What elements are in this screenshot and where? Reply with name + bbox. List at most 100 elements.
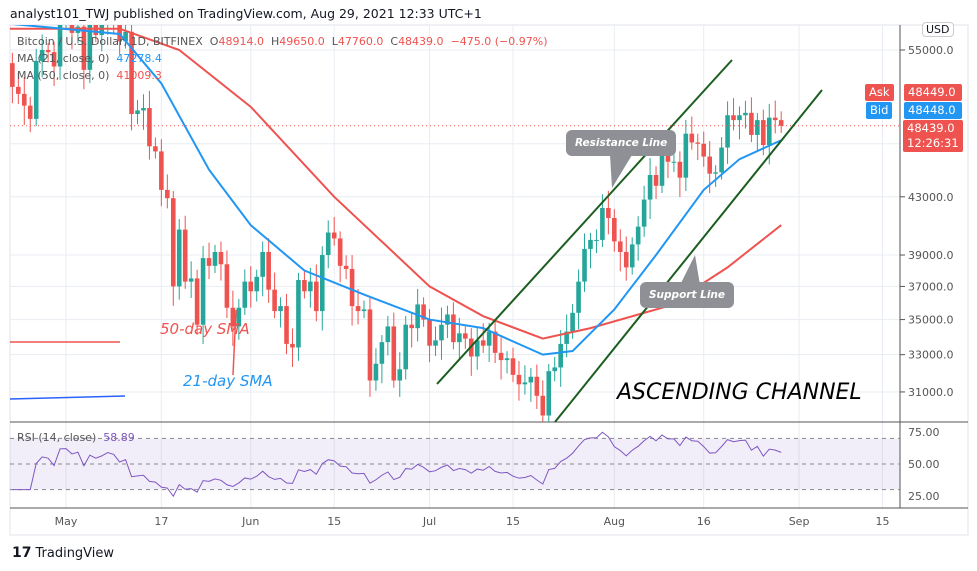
candle-body xyxy=(254,276,260,292)
candle-body xyxy=(331,232,337,239)
ask-price: 48449.0 xyxy=(904,84,962,101)
candle-body xyxy=(522,382,528,385)
candle-body xyxy=(284,306,289,344)
candle-body xyxy=(272,289,277,312)
y-tick-label: 35000.0 xyxy=(908,314,954,327)
candle-body xyxy=(528,376,534,383)
candle-body xyxy=(194,278,200,325)
open-value: 48914.0 xyxy=(218,35,264,48)
candle-body xyxy=(480,340,486,346)
candle-body xyxy=(677,161,683,178)
candle-body xyxy=(564,331,569,344)
candle-body xyxy=(433,340,438,346)
candle-body xyxy=(486,331,492,346)
candle-body xyxy=(373,363,379,381)
candle-body xyxy=(445,314,450,325)
low-value: 47760.0 xyxy=(337,35,384,48)
channel-label: ASCENDING CHANNEL xyxy=(617,380,862,405)
candle-body xyxy=(69,25,75,33)
candle-body xyxy=(188,278,194,282)
y-tick-label: 39000.0 xyxy=(908,249,954,262)
candle-body xyxy=(492,331,498,353)
tradingview-logo-icon: 17 xyxy=(12,545,32,561)
rsi-tick-label: 25.00 xyxy=(908,490,940,503)
candle-body xyxy=(302,280,307,292)
candle-body xyxy=(165,189,170,199)
candle-body xyxy=(451,314,456,343)
resistance-callout: Resistance Line xyxy=(566,130,677,156)
candle-body xyxy=(39,50,45,61)
candle-body xyxy=(81,26,87,70)
x-tick-label: Sep xyxy=(789,515,810,528)
candle-body xyxy=(576,281,581,313)
bid-price: 48448.0 xyxy=(904,102,962,119)
candle-body xyxy=(319,255,325,312)
candle-body xyxy=(105,9,110,24)
candle-body xyxy=(665,152,671,162)
candle-body xyxy=(766,117,772,146)
candle-body xyxy=(343,265,349,269)
candle-body xyxy=(641,199,647,227)
ask-label: Ask xyxy=(865,84,894,101)
candle-body xyxy=(731,115,736,121)
candle-body xyxy=(421,304,426,320)
x-tick-label: 15 xyxy=(327,515,341,528)
candle-body xyxy=(612,217,617,242)
candle-body xyxy=(224,264,230,308)
candles xyxy=(4,9,784,422)
candle-body xyxy=(355,306,361,312)
candle-body xyxy=(463,333,468,339)
candle-body xyxy=(290,343,295,348)
legend-rsi: RSI (14, close) 58.89 xyxy=(17,431,135,444)
x-tick-label: Jun xyxy=(241,515,259,528)
support-callout: Support Line xyxy=(640,282,735,308)
candle-body xyxy=(755,120,760,135)
candle-body xyxy=(135,110,140,115)
currency-badge[interactable]: USD xyxy=(922,22,954,37)
candle-body xyxy=(391,326,397,381)
x-tick-label: 17 xyxy=(154,515,168,528)
candle-body xyxy=(725,115,730,148)
candle-body xyxy=(778,120,784,126)
candle-body xyxy=(182,229,188,282)
candle-body xyxy=(57,25,63,67)
candle-body xyxy=(212,251,218,266)
x-tick-label: May xyxy=(55,515,78,528)
x-tick-label: 16 xyxy=(697,515,711,528)
candle-body xyxy=(147,108,152,147)
ma21-line xyxy=(11,25,782,356)
support-callout-pointer xyxy=(680,255,700,285)
footer-brand[interactable]: 17 TradingView xyxy=(12,545,114,561)
candle-body xyxy=(10,63,15,87)
candle-body xyxy=(248,281,254,292)
bar-countdown: 12:26:31 xyxy=(907,136,959,150)
sma21-marker-line xyxy=(9,395,126,400)
c-label: C xyxy=(390,35,399,48)
candle-body xyxy=(516,374,522,385)
candle-body xyxy=(16,86,21,94)
candle-body xyxy=(600,207,605,240)
candle-body xyxy=(749,112,754,135)
candle-body xyxy=(206,258,212,266)
candle-body xyxy=(588,239,593,249)
candle-body xyxy=(4,63,9,69)
chart-frame xyxy=(9,24,969,536)
close-value: 48439.0 xyxy=(398,35,444,48)
candle-body xyxy=(159,151,164,190)
candle-body xyxy=(653,175,659,186)
candle-body xyxy=(498,352,504,361)
candle-body xyxy=(737,115,742,121)
candle-body xyxy=(719,147,724,173)
symbol-name: Bitcoin / U.S. Dollar, 1D, BITFINEX xyxy=(17,35,203,48)
candle-body xyxy=(361,309,367,312)
candle-body xyxy=(558,343,563,368)
candle-body xyxy=(409,324,414,329)
candle-body xyxy=(176,229,182,287)
candle-body xyxy=(474,340,480,357)
candle-body xyxy=(170,198,176,287)
rsi-value: 58.89 xyxy=(103,431,135,444)
candle-body xyxy=(701,143,707,157)
sma-pointer-line xyxy=(232,309,237,376)
candle-body xyxy=(296,280,301,348)
